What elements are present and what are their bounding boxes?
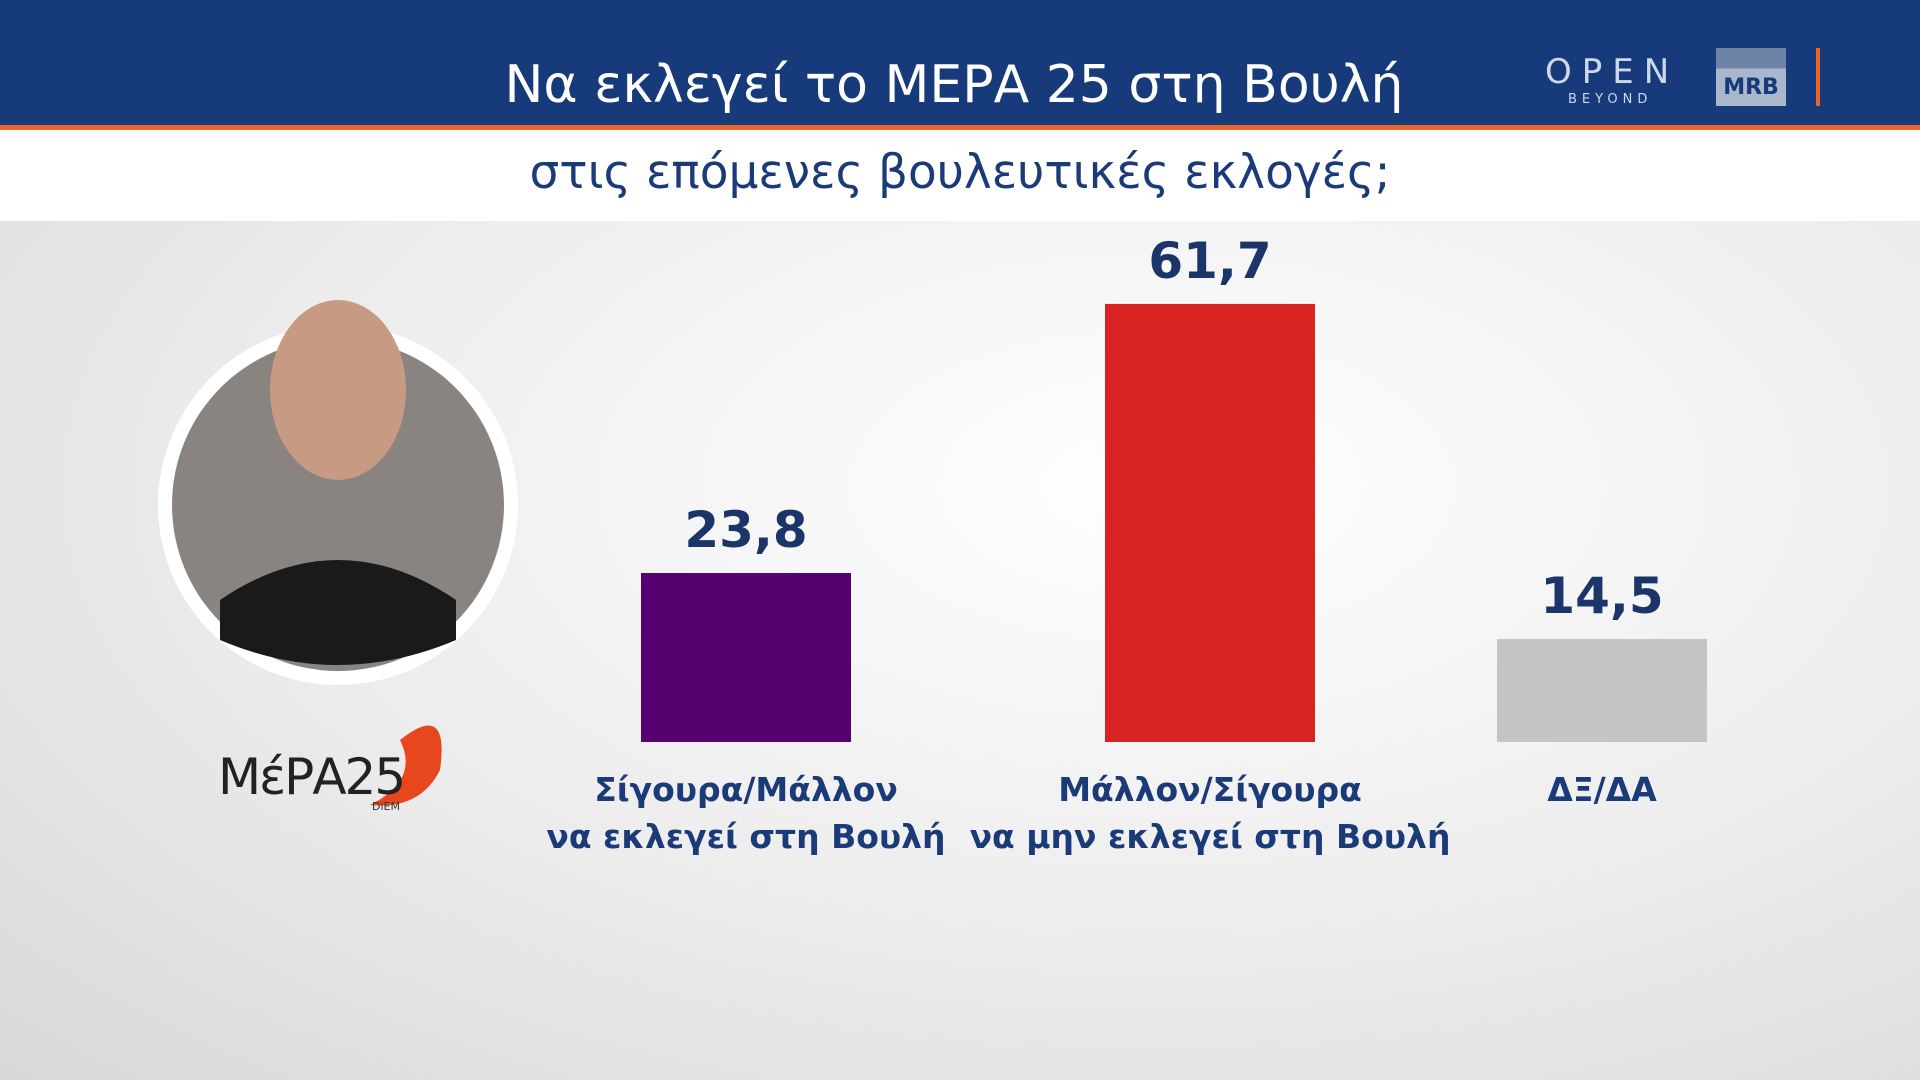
subtitle-band [0,130,1920,221]
bar [641,573,851,742]
value-label: 23,8 [684,501,808,560]
chart-title: Να εκλεγεί το ΜΕΡΑ 25 στη Βουλή [504,55,1404,115]
party-logo-sub: DiEM [372,800,400,813]
channel-logo: OPEN [1545,52,1680,92]
divider [1816,48,1820,106]
header-band [0,0,1920,130]
chart-subtitle: στις επόμενες βουλευτικές εκλογές; [529,145,1391,200]
portrait-body [220,560,456,665]
party-logo: ΜέΡΑ25 [218,748,406,806]
category-label: Σίγουρα/Μάλλον να εκλεγεί στη Βουλή [546,770,946,856]
portrait-head [270,300,406,480]
bar [1105,303,1315,742]
category-label: Μάλλον/Σίγουρα να μην εκλεγεί στη Βουλή [969,770,1451,856]
pollster-logo: MRB [1716,48,1786,106]
value-label: 14,5 [1540,567,1664,626]
channel-logo-sub: BEYOND [1568,92,1653,107]
category-label: ΔΞ/ΔΑ [1547,770,1657,809]
party-swift [370,725,442,806]
bar [1497,639,1707,742]
value-label: 61,7 [1148,231,1272,290]
